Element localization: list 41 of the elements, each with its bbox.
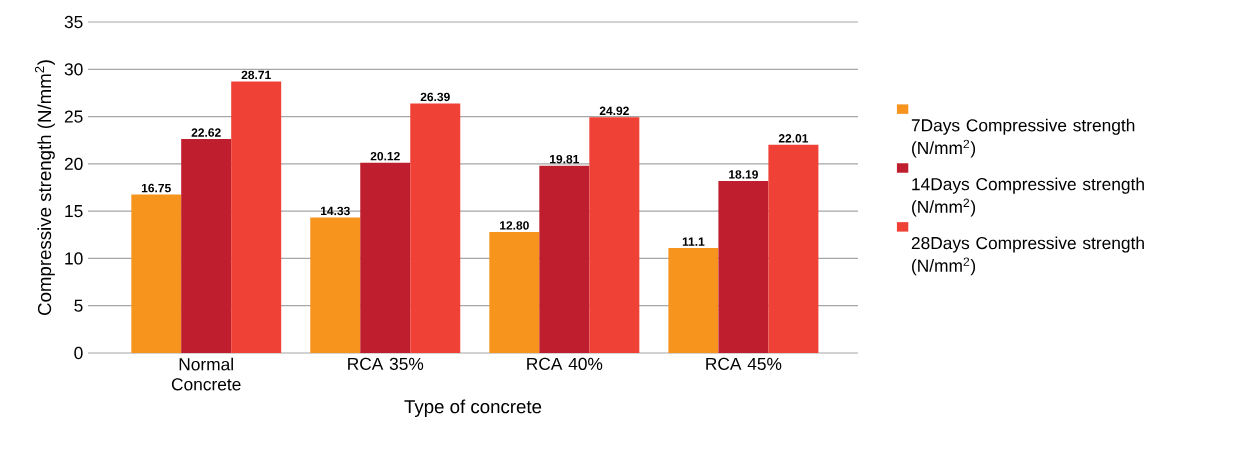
data-label: 26.39: [420, 92, 450, 102]
bar: [310, 217, 361, 353]
bar: [410, 103, 461, 353]
y-tick-label: 0: [74, 346, 83, 360]
bar: [589, 117, 640, 353]
x-axis-title: Type of concrete: [404, 399, 542, 417]
data-label: 20.12: [370, 151, 400, 161]
bar: [768, 144, 819, 353]
data-label: 18.19: [729, 170, 758, 179]
bar: [668, 248, 719, 353]
data-label: 24.92: [599, 106, 629, 116]
y-tick-label: 25: [64, 110, 83, 123]
bar: [539, 165, 590, 353]
data-label: 22.62: [191, 128, 221, 137]
data-label: 19.81: [550, 154, 579, 164]
legend-label: 14Days Compressive strength (N/mm$^{2}$): [912, 177, 1144, 217]
y-tick-label: 20: [64, 157, 83, 170]
legend-label: 7Days Compressive strength (N/mm$^{2}$): [911, 118, 1135, 158]
bar: [489, 231, 540, 353]
y-tick-label: 5: [74, 299, 83, 312]
data-label: 16.75: [141, 183, 171, 193]
bar: [718, 180, 769, 353]
y-tick-label: 35: [64, 15, 83, 29]
bar: [231, 81, 282, 353]
bar: [360, 162, 411, 353]
data-label: 22.01: [778, 134, 809, 143]
legend-label: 28Days Compressive strength (N/mm$^{2}$): [911, 236, 1144, 276]
data-label: 28.71: [241, 70, 271, 80]
bar: [131, 194, 182, 353]
data-label: 12.80: [500, 221, 529, 230]
bar: [181, 139, 232, 353]
data-label: 11.1: [682, 237, 705, 246]
x-tick-label: Normal Concrete: [171, 357, 241, 391]
y-axis-title: Compressive strength (N/mm$^{2}$): [34, 60, 55, 315]
y-tick-label: 30: [64, 63, 83, 76]
y-tick-label: 15: [65, 205, 83, 218]
y-tick-label: 10: [65, 252, 83, 265]
x-tick-label: RCA 45%: [706, 357, 782, 370]
x-tick-label: RCA 40%: [527, 357, 603, 370]
data-label: 14.33: [321, 206, 350, 216]
x-tick-label: RCA 35%: [348, 357, 424, 370]
